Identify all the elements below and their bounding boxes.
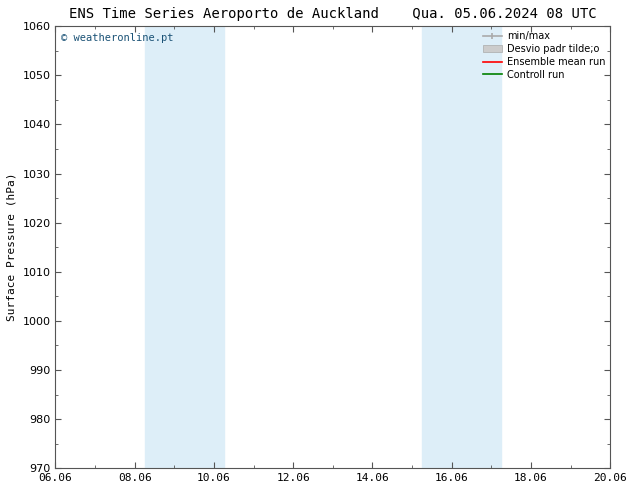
Y-axis label: Surface Pressure (hPa): Surface Pressure (hPa) (7, 173, 17, 321)
Bar (422, 26, 501, 468)
Legend: min/max, Desvio padr tilde;o, Ensemble mean run, Controll run: min/max, Desvio padr tilde;o, Ensemble m… (482, 31, 605, 80)
Bar (145, 26, 224, 468)
Title: ENS Time Series Aeroporto de Auckland    Qua. 05.06.2024 08 UTC: ENS Time Series Aeroporto de Auckland Qu… (69, 7, 597, 21)
Text: © weatheronline.pt: © weatheronline.pt (61, 33, 174, 43)
